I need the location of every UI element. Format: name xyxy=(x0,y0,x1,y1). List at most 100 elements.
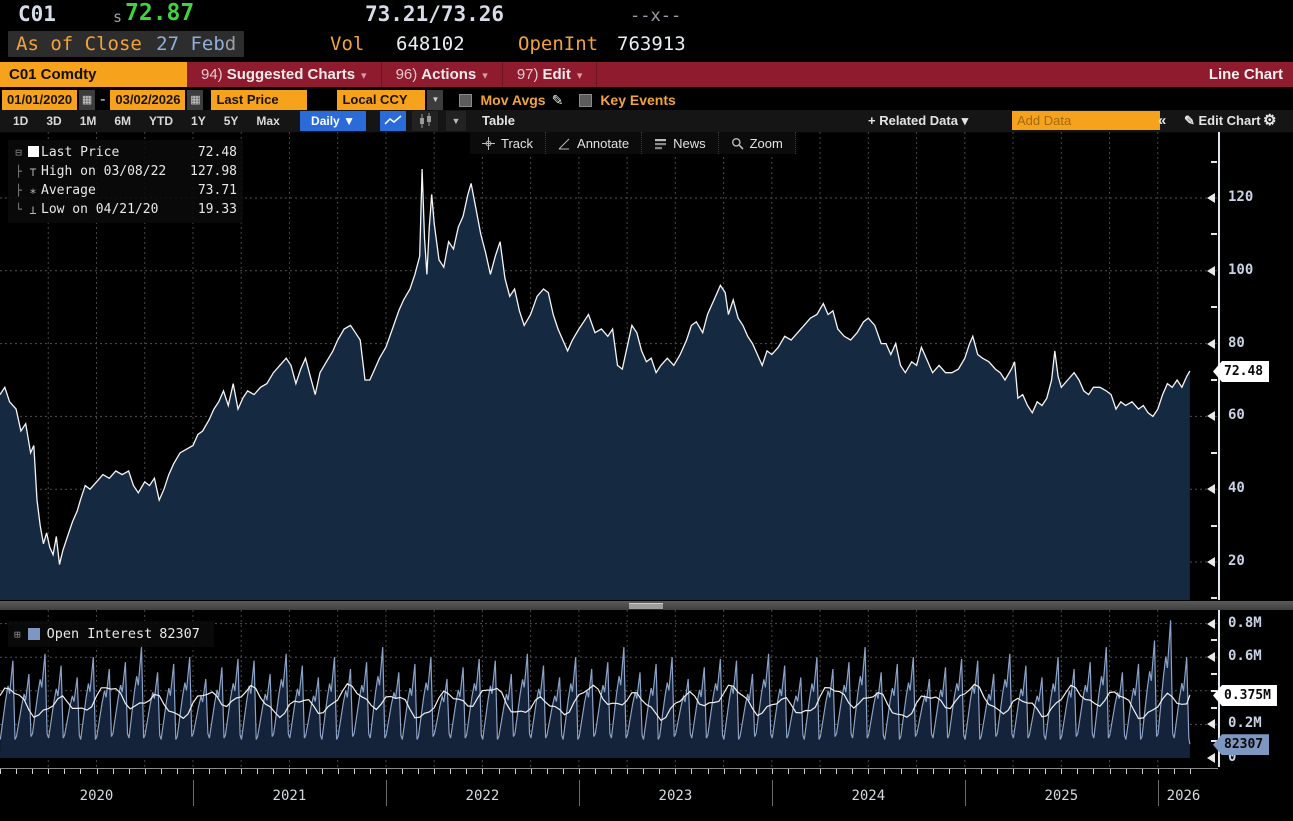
mov-avgs-label[interactable]: Mov Avgs xyxy=(480,92,546,108)
chart-tool-zoom[interactable]: Zoom xyxy=(719,132,796,154)
price-tick-80-arrow xyxy=(1207,338,1215,349)
security-field[interactable]: C01 Comdty xyxy=(0,62,187,87)
month-tick xyxy=(546,769,548,774)
control-bar: 01/01/2020 ▦ - 03/02/2026 ▦ Last Price L… xyxy=(2,89,676,111)
legend-tree-glyph: ├ xyxy=(15,165,22,178)
range-tab-max[interactable]: Max xyxy=(256,114,280,128)
range-tab-1m[interactable]: 1M xyxy=(79,114,97,128)
menu-item-suggested-charts[interactable]: 94) Suggested Charts ▾ xyxy=(187,62,382,87)
menu-item-edit[interactable]: 97) Edit ▾ xyxy=(503,62,598,87)
oi-tick-0-label: 0 xyxy=(1228,749,1237,765)
key-events-checkbox[interactable] xyxy=(579,93,593,107)
key-events-label[interactable]: Key Events xyxy=(600,92,676,108)
range-tab-1d[interactable]: 1D xyxy=(13,114,29,128)
range-tab-1y[interactable]: 1Y xyxy=(191,114,206,128)
chart-tool-news[interactable]: News xyxy=(642,132,719,154)
as-of-label: As of Close xyxy=(16,33,142,55)
month-tick xyxy=(16,769,18,774)
mov-avgs-checkbox[interactable] xyxy=(459,93,473,107)
price-tick-40-arrow xyxy=(1207,484,1215,495)
month-tick xyxy=(0,769,1,774)
date-from-field[interactable]: 01/01/2020 xyxy=(2,90,78,110)
legend-value: 72.48 xyxy=(197,145,237,160)
year-separator xyxy=(578,780,580,806)
line-chart-type-icon[interactable] xyxy=(380,111,406,131)
main-price-chart[interactable] xyxy=(0,132,1218,600)
month-tick xyxy=(643,769,645,774)
price-tick-120-label: 120 xyxy=(1228,189,1254,205)
month-tick xyxy=(884,769,886,774)
month-tick xyxy=(723,769,725,774)
panel-divider-handle[interactable] xyxy=(629,603,663,610)
gear-icon[interactable]: ⚙ xyxy=(1263,112,1277,129)
calendar-icon[interactable]: ▦ xyxy=(187,90,204,110)
month-tick xyxy=(241,769,243,774)
collapse-panel-button[interactable]: « xyxy=(1158,112,1167,129)
year-separator xyxy=(771,780,773,806)
menu-items: 94) Suggested Charts ▾ 96) Actions ▾ 97) Edit ▾ xyxy=(187,62,598,87)
month-tick xyxy=(482,769,484,774)
related-data-button[interactable]: + Related Data ▾ xyxy=(868,113,969,128)
oi-tick-0.6M-label: 0.6M xyxy=(1228,648,1262,665)
month-tick xyxy=(48,769,50,774)
year-label-2022: 2022 xyxy=(465,788,500,804)
month-tick xyxy=(402,769,403,774)
last-price-tag: 72.48 xyxy=(1213,360,1270,382)
period-dropdown[interactable]: Daily ▼ xyxy=(300,111,366,131)
range-tab-ytd[interactable]: YTD xyxy=(149,114,174,128)
open-interest-chart[interactable] xyxy=(0,610,1218,767)
month-tick xyxy=(771,769,773,774)
price-tick-minor xyxy=(1211,379,1217,381)
price-tick-100-label: 100 xyxy=(1228,261,1254,278)
view-label: Line Chart xyxy=(1208,66,1283,83)
range-tab-5y[interactable]: 5Y xyxy=(223,114,239,128)
year-separator xyxy=(964,780,966,806)
date-to-field[interactable]: 03/02/2026 xyxy=(110,90,186,110)
track-icon xyxy=(482,136,495,150)
chart-type-more-dropdown[interactable]: ▼ xyxy=(446,111,466,131)
cross-indicator: --x-- xyxy=(630,6,682,26)
edit-chart-button[interactable]: ✎ Edit Chart xyxy=(1184,113,1261,128)
month-tick xyxy=(353,769,355,774)
month-tick xyxy=(1125,769,1127,774)
currency-selector[interactable]: Local CCY xyxy=(337,90,426,110)
legend-label: Last Price xyxy=(41,145,120,160)
month-tick xyxy=(755,769,757,774)
field-selector[interactable]: Last Price xyxy=(211,90,308,110)
range-tab-3d[interactable]: 3D xyxy=(46,114,62,128)
month-tick xyxy=(193,769,194,774)
delayed-flag: d xyxy=(224,33,237,55)
oi-tick-minor xyxy=(1211,740,1217,743)
month-tick xyxy=(369,769,371,774)
chart-tool-annotate[interactable]: Annotate xyxy=(546,132,643,154)
month-tick xyxy=(675,769,677,774)
year-label-2025: 2025 xyxy=(1044,788,1079,804)
legend-marker-icon: ∗ xyxy=(29,183,37,198)
vol-label: Vol xyxy=(330,33,365,55)
menu-item-actions[interactable]: 96) Actions ▾ xyxy=(382,62,503,87)
month-tick xyxy=(659,769,661,774)
oi-legend[interactable]: ⊞ Open Interest 82307 xyxy=(8,621,214,647)
range-tab-6m[interactable]: 6M xyxy=(114,114,132,128)
month-tick xyxy=(820,769,822,774)
expand-icon[interactable]: ⊞ xyxy=(14,627,21,641)
candlestick-type-icon[interactable] xyxy=(412,111,438,131)
chart-tool-track[interactable]: Track xyxy=(470,132,547,154)
month-tick xyxy=(418,769,420,774)
month-tick xyxy=(160,769,162,774)
x-axis-line xyxy=(0,768,1218,769)
month-tick xyxy=(466,769,468,774)
oi-tick-0.8M-label: 0.8M xyxy=(1228,614,1262,631)
calendar-icon[interactable]: ▦ xyxy=(79,90,96,110)
vol-value: 648102 xyxy=(396,33,465,55)
pencil-icon[interactable]: ✎ xyxy=(551,91,564,108)
month-tick xyxy=(868,769,870,774)
add-data-input[interactable] xyxy=(1012,111,1160,130)
chevron-down-icon[interactable]: ▼ xyxy=(427,90,444,110)
legend-label: Average xyxy=(41,183,96,198)
main-legend[interactable]: ⊟ Last Price 72.48 ├ ⊤ High on 03/08/22 127.98… xyxy=(8,140,243,223)
month-tick xyxy=(385,769,387,774)
month-tick xyxy=(916,769,918,774)
price-tick-minor xyxy=(1211,233,1217,236)
table-button[interactable]: Table xyxy=(482,113,515,128)
